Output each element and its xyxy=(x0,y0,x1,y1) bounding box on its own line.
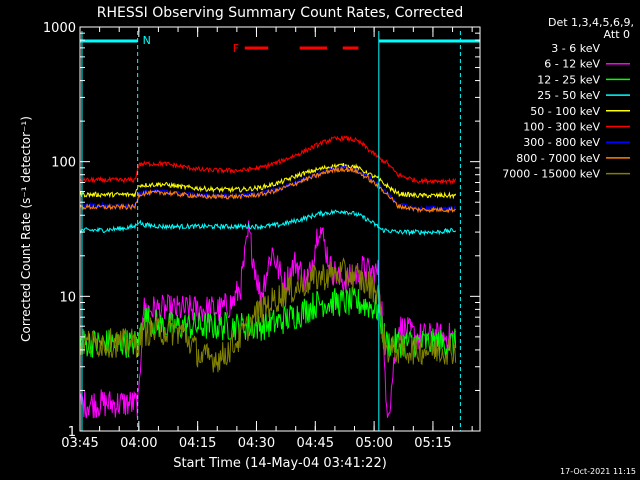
series-line-5 xyxy=(79,135,457,186)
x-tick-label: 04:30 xyxy=(238,436,275,451)
x-tick-label: 04:45 xyxy=(297,436,334,451)
series-line-3 xyxy=(79,208,457,237)
legend-label-5: 100 - 300 keV xyxy=(523,121,600,134)
x-tick-label: 03:45 xyxy=(61,436,98,451)
annotation-f: F xyxy=(233,42,239,55)
legend-header-2: Att 0 xyxy=(604,28,630,41)
x-tick-label: 04:00 xyxy=(120,436,157,451)
legend-label-8: 7000 - 15000 keV xyxy=(502,168,600,181)
legend-label-2: 12 - 25 keV xyxy=(537,73,600,86)
y-tick-label: 1000 xyxy=(43,21,76,36)
legend: 3 - 6 keV 6 - 12 keV 12 - 25 keV 25 - 50 ke… xyxy=(502,42,630,181)
legend-label-6: 300 - 800 keV xyxy=(523,136,600,149)
series-line-4 xyxy=(79,163,457,200)
y-tick-label: 1 xyxy=(68,425,76,440)
x-tick-label: 05:15 xyxy=(414,436,451,451)
y-axis-label: Corrected Count Rate (s⁻¹ detector⁻¹) xyxy=(19,116,33,342)
legend-label-1: 6 - 12 keV xyxy=(544,58,600,71)
series-line-7 xyxy=(79,165,456,214)
series-line-1 xyxy=(79,220,457,419)
footer-date: 17-Oct-2021 11:15 xyxy=(560,467,636,476)
axes-layer: 1 10 100 1000 03:45 04:00 04:15 04:30 04:45 05:00… xyxy=(43,21,481,451)
legend-label-3: 25 - 50 keV xyxy=(537,89,600,102)
legend-label-0: 3 - 6 keV xyxy=(551,42,600,55)
annotation-n: N xyxy=(143,34,151,47)
legend-header-1: Det 1,3,4,5,6,9, xyxy=(548,16,634,29)
x-axis-label: Start Time (14-May-04 03:41:22) xyxy=(173,456,387,471)
y-tick-label: 10 xyxy=(59,290,76,305)
data-layer xyxy=(79,135,457,423)
legend-label-4: 50 - 100 keV xyxy=(530,105,600,118)
series-line-8 xyxy=(79,257,457,373)
plot-frame xyxy=(79,26,481,432)
legend-label-7: 800 - 7000 keV xyxy=(516,152,600,165)
flag-layer: NF xyxy=(80,31,480,431)
x-tick-label: 04:15 xyxy=(179,436,216,451)
chart-title: RHESSI Observing Summary Count Rates, Co… xyxy=(97,5,463,21)
x-tick-label: 05:00 xyxy=(355,436,392,451)
y-tick-label: 100 xyxy=(51,156,76,171)
